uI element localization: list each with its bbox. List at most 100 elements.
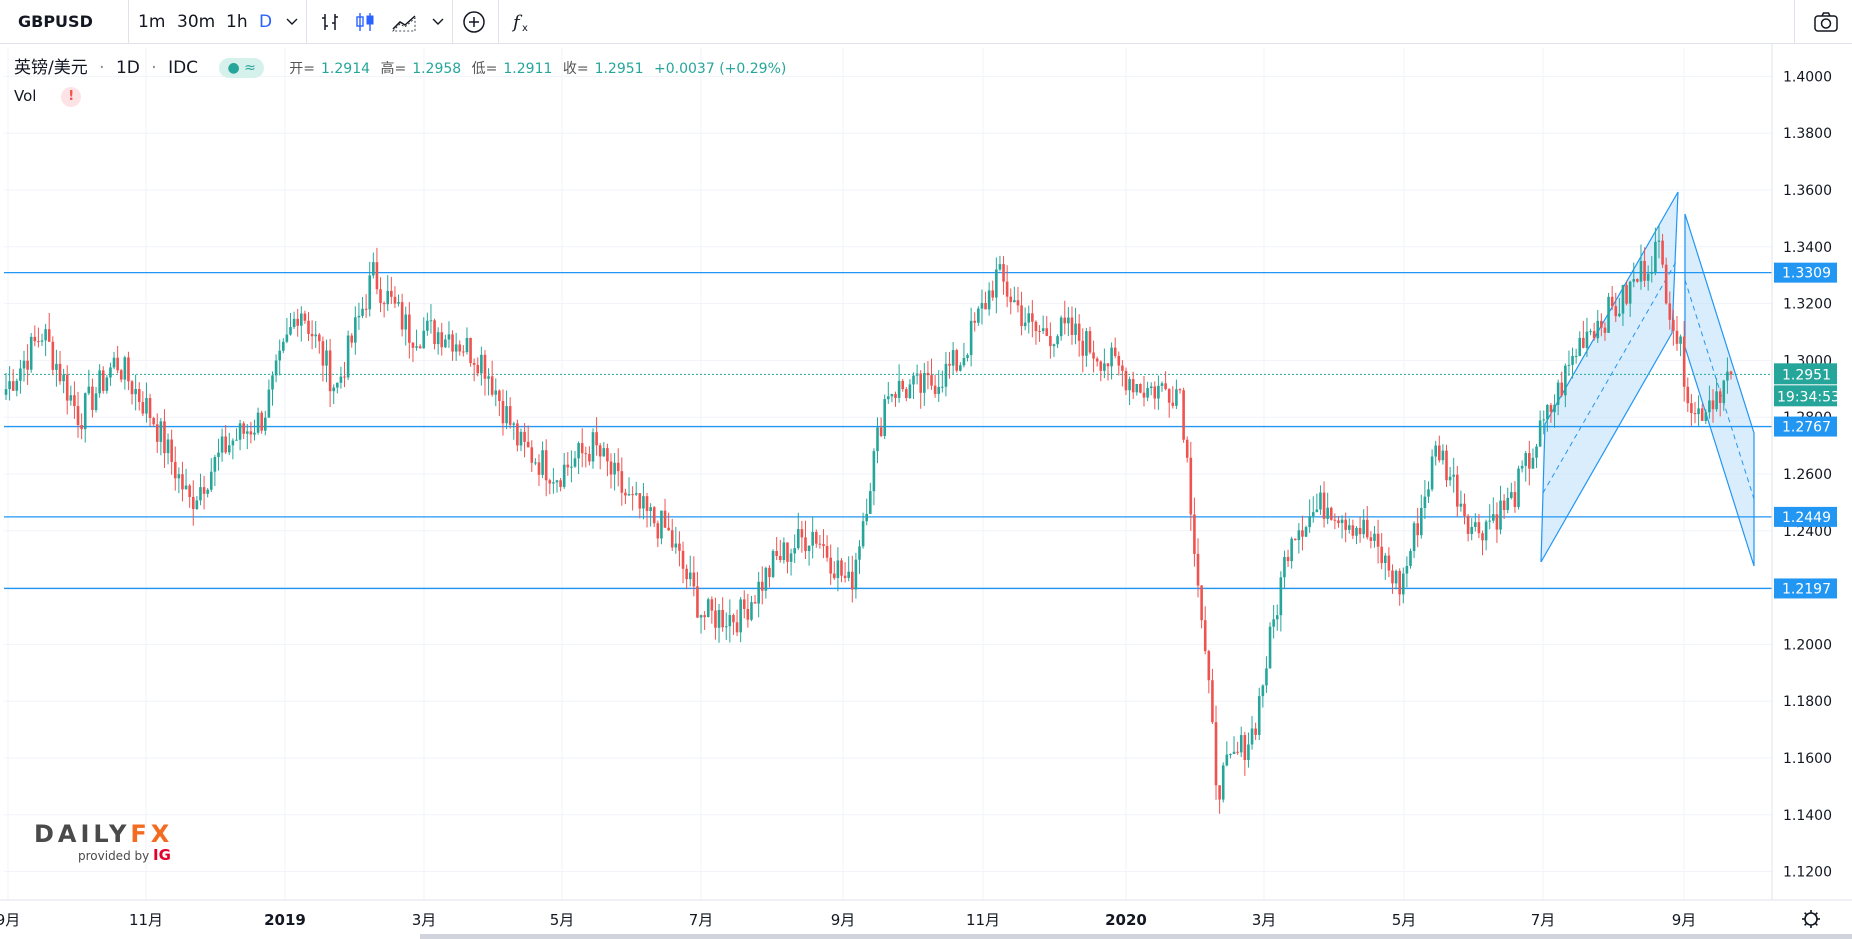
- candle-body: [1373, 533, 1376, 541]
- candle-body: [1113, 347, 1117, 356]
- candles-chart-type-icon[interactable]: [350, 0, 380, 44]
- candle-body: [1592, 331, 1596, 339]
- candle-body: [19, 368, 22, 381]
- candle-body: [1092, 352, 1095, 359]
- candle-body: [418, 346, 422, 349]
- candle-body: [1023, 322, 1027, 327]
- ig-logo: IG: [153, 846, 171, 864]
- candle-body: [339, 376, 343, 383]
- candle-body: [861, 521, 865, 547]
- candle-body: [11, 381, 15, 391]
- candle-body: [616, 462, 620, 472]
- bar-chart-type-icon[interactable]: [316, 0, 346, 44]
- candle-body: [941, 386, 944, 388]
- candle-body: [73, 395, 76, 407]
- candle-body: [1311, 512, 1315, 517]
- candle-body: [199, 487, 202, 501]
- toolbar-divider: [452, 0, 453, 44]
- candle-body: [562, 464, 566, 487]
- candle-body: [1654, 241, 1657, 273]
- candle-body: [1265, 668, 1268, 686]
- candle-body: [1355, 527, 1358, 536]
- candle-body: [876, 427, 879, 452]
- candle-body: [1650, 272, 1654, 274]
- candle-body: [544, 450, 548, 481]
- candle-body: [591, 432, 595, 462]
- candle-body: [1041, 328, 1045, 332]
- warning-icon[interactable]: !: [61, 86, 82, 107]
- candle-body: [1207, 651, 1211, 681]
- candle-body: [1585, 331, 1589, 348]
- chevron-down-icon[interactable]: [282, 0, 302, 44]
- candle-body: [1077, 323, 1081, 341]
- candle-body: [786, 542, 789, 562]
- candle-body: [191, 496, 195, 509]
- interval-30m[interactable]: 30m: [177, 12, 216, 32]
- candle-body: [1167, 389, 1171, 403]
- chevron-down-icon[interactable]: [428, 0, 448, 44]
- candle-body: [1556, 382, 1560, 405]
- candle-body: [937, 386, 941, 394]
- candle-body: [372, 262, 375, 276]
- candle-body: [1257, 696, 1261, 735]
- candle-body: [1607, 296, 1610, 333]
- candle-body: [887, 396, 890, 400]
- candle-body: [1329, 507, 1333, 520]
- candle-body: [1708, 400, 1711, 413]
- candle-body: [400, 302, 404, 330]
- candle-body: [1236, 751, 1239, 753]
- candle-body: [757, 581, 760, 604]
- market-status-badge[interactable]: ● ≈: [219, 58, 264, 78]
- candle-body: [1506, 497, 1510, 510]
- price-tick-label: 1.3200: [1783, 297, 1832, 313]
- candle-body: [1160, 383, 1164, 386]
- candle-body: [454, 344, 458, 352]
- interval-1h[interactable]: 1h: [226, 12, 248, 32]
- area-chart-type-icon[interactable]: [388, 0, 422, 44]
- interval-1m[interactable]: 1m: [138, 12, 166, 32]
- candle-body: [494, 390, 498, 395]
- compare-add-icon[interactable]: [458, 0, 490, 44]
- candle-body: [217, 452, 220, 457]
- time-tick-label: 11月: [129, 911, 163, 929]
- candle-body: [1376, 533, 1380, 547]
- candle-body: [735, 622, 739, 633]
- candle-body: [354, 317, 357, 343]
- candle-body: [83, 393, 87, 430]
- candle-body: [1679, 336, 1682, 344]
- candle-body: [1549, 405, 1553, 413]
- candle-body: [1646, 273, 1650, 281]
- settings-gear-icon: [1802, 910, 1820, 928]
- candle-body: [346, 335, 350, 378]
- candle-body: [890, 394, 894, 397]
- candle-body: [1034, 321, 1038, 332]
- candle-body: [1463, 503, 1466, 516]
- candle-body: [1452, 474, 1456, 477]
- symbol-search[interactable]: GBPUSD: [18, 12, 93, 31]
- candle-body: [1344, 519, 1347, 530]
- candle-body: [472, 363, 476, 365]
- candle-body: [955, 350, 959, 371]
- candle-body: [977, 308, 980, 323]
- candle-body: [307, 320, 310, 334]
- candle-body: [1596, 320, 1600, 339]
- candle-body: [1682, 336, 1686, 387]
- camera-icon[interactable]: [1808, 0, 1844, 44]
- candle-body: [1524, 453, 1528, 466]
- candle-body: [1474, 522, 1477, 527]
- candle-body: [1693, 412, 1697, 415]
- candle-body: [1171, 402, 1175, 406]
- interval-d[interactable]: D: [259, 12, 273, 32]
- candle-body: [1286, 556, 1290, 562]
- candle-body: [318, 334, 321, 342]
- level-price-tag: [1774, 578, 1837, 599]
- candle-body: [1178, 389, 1182, 391]
- candle-body: [778, 555, 782, 561]
- candle-body: [55, 363, 58, 370]
- candle-body: [537, 462, 541, 475]
- candle-body: [1488, 520, 1492, 522]
- candle-body: [1117, 355, 1121, 366]
- time-axis-bg: [0, 900, 1852, 939]
